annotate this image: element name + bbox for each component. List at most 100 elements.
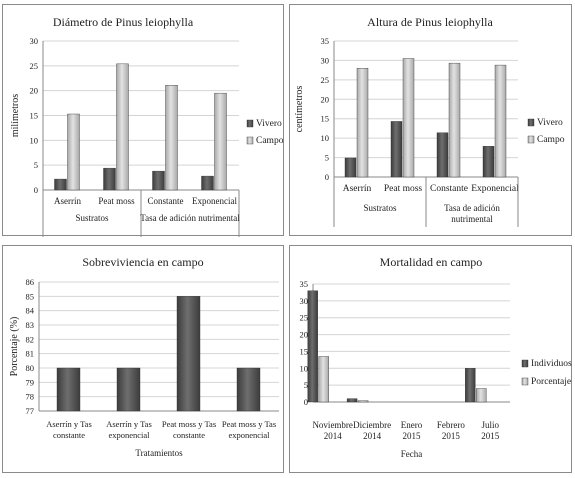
- y-tick-label: 83: [26, 320, 35, 330]
- y-tick-label: 82: [26, 334, 35, 344]
- y-tick-label: 84: [26, 306, 35, 316]
- group-label: Tasa de adición nutrimental: [140, 213, 240, 223]
- bar: [165, 85, 178, 191]
- legend-swatch: [246, 119, 254, 128]
- bar: [116, 367, 141, 412]
- x-tick-label: 2015: [403, 431, 422, 441]
- y-tick-label: 30: [30, 36, 39, 46]
- x-tick-label: Julio: [482, 420, 500, 430]
- bar: [357, 400, 369, 403]
- x-tick-label: 2014: [363, 431, 382, 441]
- sobreviviencia-chart: Sobreviviencia en campo 77 78 79 80 81 82 83 84 8…: [9, 255, 279, 458]
- x-tick-label: Constante: [148, 196, 184, 206]
- group-label: Sustratos: [363, 203, 397, 213]
- bar: [390, 121, 403, 178]
- y-tick-label: 81: [26, 349, 35, 359]
- x-tick-label: exponencial: [108, 430, 150, 440]
- x-tick-label: constante: [173, 430, 205, 440]
- y-tick-label: 79: [26, 377, 35, 387]
- legend-swatch: [527, 118, 535, 127]
- legend-label: Campo: [537, 135, 565, 145]
- x-tick-label: Aserrín: [54, 196, 81, 206]
- y-tick-label: 25: [321, 75, 330, 85]
- chart-title: Sobreviviencia en campo: [82, 255, 203, 269]
- y-tick-label: 10: [30, 135, 39, 145]
- bar: [402, 58, 415, 178]
- y-tick-label: 80: [26, 363, 35, 373]
- y-tick-label: 30: [321, 55, 330, 65]
- legend-swatch: [527, 135, 535, 144]
- y-tick-label: 5: [34, 160, 38, 170]
- sobreviviencia-chart-panel: Sobreviviencia en campo 77 78 79 80 81 82 83 84 8…: [2, 245, 284, 473]
- x-tick-label: Aserrín y Tas: [106, 419, 152, 429]
- y-tick-label: 15: [30, 111, 39, 121]
- altura-chart: Altura de Pinus leiophylla 0 5 10 15 20 25 30 35…: [294, 15, 565, 227]
- x-tick-label: Exponencial: [471, 184, 519, 194]
- group-label: Tasa de adición: [444, 203, 500, 213]
- y-tick-label: 85: [26, 291, 35, 301]
- x-tick-label: constante: [53, 430, 85, 440]
- y-tick-label: 20: [30, 86, 39, 96]
- diametro-chart-panel: Diámetro de Pinus leiophylla 0 5 10 15 20 25 30…: [2, 4, 284, 237]
- bar: [236, 367, 261, 412]
- group-label: nutrimental: [451, 214, 493, 224]
- x-tick-label: Febrero: [437, 420, 465, 430]
- diametro-chart: Diámetro de Pinus leiophylla 0 5 10 15 20 25 30…: [10, 15, 284, 237]
- y-tick-label: 10: [321, 133, 330, 143]
- bar: [214, 92, 227, 191]
- y-tick-label: 30: [300, 296, 309, 306]
- x-tick-label: Peat moss y Tas: [162, 419, 216, 429]
- x-tick-label: Noviembre: [312, 420, 353, 430]
- y-tick-label: 25: [300, 313, 309, 323]
- y-tick-label: 20: [300, 330, 309, 340]
- x-tick-label: 2014: [324, 431, 343, 441]
- bar: [307, 290, 318, 403]
- legend-swatch: [246, 136, 254, 145]
- y-tick-label: 0: [34, 185, 38, 195]
- y-axis-label: centímetros: [294, 86, 305, 133]
- bar: [476, 388, 487, 403]
- bar: [344, 157, 357, 178]
- bar: [318, 356, 329, 403]
- x-axis-label: Fecha: [401, 449, 423, 459]
- chart-title: Altura de Pinus leiophylla: [367, 15, 493, 29]
- y-tick-label: 78: [26, 392, 35, 402]
- bar: [436, 132, 449, 178]
- legend-label: Vivero: [537, 118, 563, 128]
- y-tick-label: 0: [325, 172, 329, 182]
- y-tick-label: 86: [26, 277, 35, 287]
- y-tick-label: 0: [304, 397, 308, 407]
- y-tick-label: 15: [321, 114, 330, 124]
- bar: [152, 170, 165, 191]
- legend-label: Porcentaje: [531, 377, 571, 387]
- altura-chart-panel: Altura de Pinus leiophylla 0 5 10 15 20 25 30 35…: [289, 4, 572, 236]
- y-tick-label: 77: [26, 406, 35, 416]
- x-tick-label: Peat moss: [98, 196, 135, 206]
- bar: [201, 175, 214, 191]
- x-tick-label: exponencial: [228, 430, 270, 440]
- y-tick-label: 10: [300, 363, 309, 373]
- x-tick-label: Enero: [401, 420, 423, 430]
- x-tick-label: 2015: [481, 431, 500, 441]
- mortalidad-chart: Mortalidad en campo 0 5 10 15 20 25 30 35 Noviemb…: [300, 255, 572, 459]
- x-tick-label: Constante: [430, 184, 468, 194]
- x-tick-label: Diciembre: [353, 420, 391, 430]
- legend-swatch: [521, 359, 529, 368]
- y-tick-label: 5: [304, 380, 308, 390]
- x-tick-label: Peat moss y Tas: [222, 419, 276, 429]
- x-axis-label: Tratamientos: [135, 448, 183, 458]
- bar: [448, 62, 461, 178]
- y-tick-label: 20: [321, 94, 330, 104]
- legend-label: Vivero: [256, 119, 282, 129]
- bar: [56, 367, 81, 412]
- y-tick-label: 35: [300, 279, 309, 289]
- y-tick-label: 25: [30, 61, 39, 71]
- bar: [176, 296, 201, 412]
- legend-label: Individuos: [531, 359, 572, 369]
- y-tick-label: 35: [321, 36, 330, 46]
- mortalidad-chart-panel: Mortalidad en campo 0 5 10 15 20 25 30 35 Noviemb…: [289, 245, 572, 473]
- bar: [482, 146, 495, 178]
- bar: [54, 178, 67, 191]
- x-tick-label: Aserrín y Tas: [46, 419, 92, 429]
- x-tick-label: Peat moss: [384, 184, 423, 194]
